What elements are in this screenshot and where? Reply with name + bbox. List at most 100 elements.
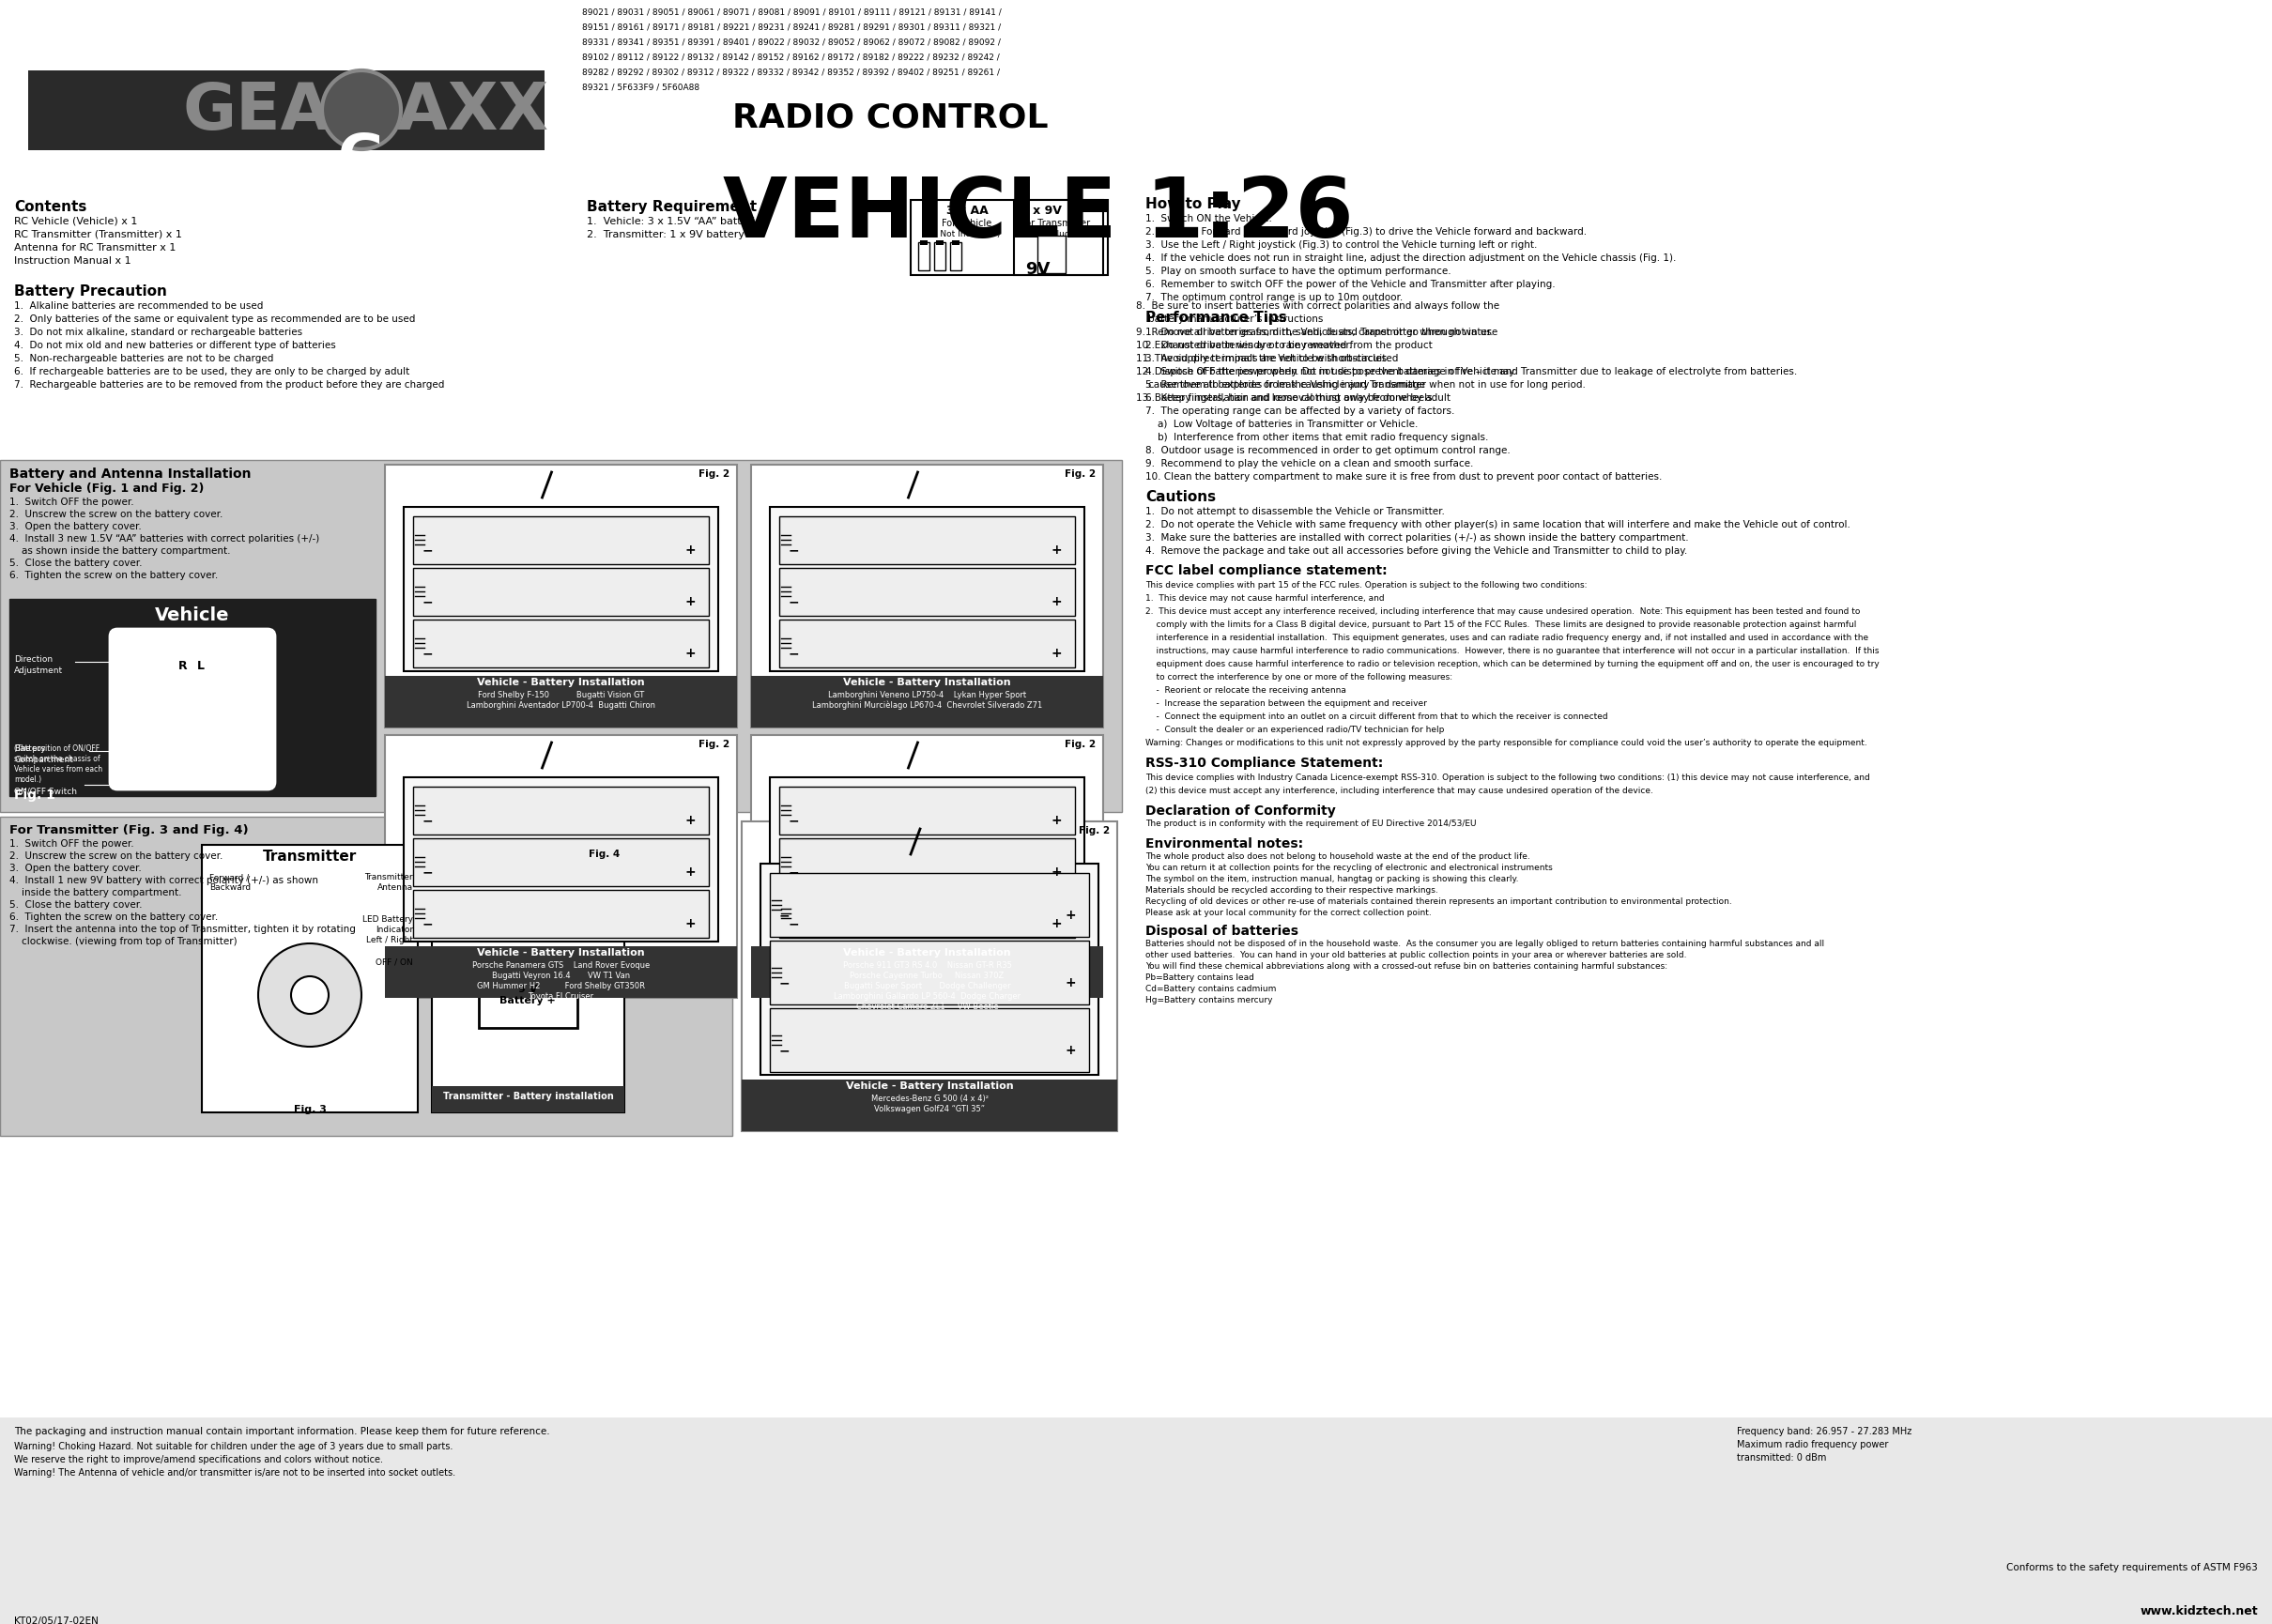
- Text: +: +: [684, 594, 695, 609]
- Text: Battery Requirement: Battery Requirement: [586, 200, 757, 214]
- Text: The whole product also does not belong to household waste at the end of the prod: The whole product also does not belong t…: [1145, 853, 1529, 861]
- Text: Contents: Contents: [14, 200, 86, 214]
- Text: Performance Tips: Performance Tips: [1145, 310, 1286, 325]
- Text: 2.  Use the Forward / Backward joystick (Fig.3) to drive the Vehicle forward and: 2. Use the Forward / Backward joystick (…: [1145, 227, 1586, 237]
- Text: +: +: [684, 918, 695, 931]
- Text: 1.  Switch ON the Vehicle.: 1. Switch ON the Vehicle.: [1145, 214, 1272, 224]
- Text: 89331 / 89341 / 89351 / 89391 / 89401 / 89022 / 89032 / 89052 / 89062 / 89072 / : 89331 / 89341 / 89351 / 89391 / 89401 / …: [582, 37, 1000, 45]
- Bar: [934, 242, 945, 270]
- Bar: [0, 0, 2272, 184]
- Bar: [752, 947, 1104, 997]
- Text: 1.  Switch OFF the power.: 1. Switch OFF the power.: [9, 497, 134, 507]
- Text: Environmental notes:: Environmental notes:: [1145, 838, 1304, 851]
- Bar: [741, 822, 1118, 1132]
- Text: LED Battery
Indicator
Left / Right: LED Battery Indicator Left / Right: [364, 916, 414, 945]
- Text: interference in a residential installation.  This equipment generates, uses and : interference in a residential installati…: [1145, 633, 1868, 641]
- Text: +: +: [684, 544, 695, 557]
- Text: 12. Dispose of batteries properly. Do not dispose the batteries in fire – it may: 12. Dispose of batteries properly. Do no…: [1136, 367, 1515, 377]
- Bar: [752, 736, 1104, 997]
- Text: 2.  Unscrew the screw on the battery cover.: 2. Unscrew the screw on the battery cove…: [9, 851, 223, 861]
- Text: RADIO CONTROL: RADIO CONTROL: [732, 101, 1047, 133]
- Text: −: −: [788, 814, 800, 827]
- Text: 1.  Switch OFF the power.: 1. Switch OFF the power.: [9, 840, 134, 849]
- Bar: [9, 599, 375, 796]
- Text: www.kidztech.net: www.kidztech.net: [2140, 1605, 2258, 1618]
- Text: Lamborghini Aventador LP700-4  Bugatti Chiron: Lamborghini Aventador LP700-4 Bugatti Ch…: [466, 702, 654, 710]
- Text: Forward /
Backward: Forward / Backward: [209, 874, 250, 892]
- Text: For Transmitter: For Transmitter: [1020, 219, 1091, 227]
- Text: Fig. 2: Fig. 2: [1066, 739, 1095, 749]
- Text: 7.  Insert the antenna into the top of Transmitter, tighten it by rotating: 7. Insert the antenna into the top of Tr…: [9, 924, 357, 934]
- Text: as shown inside the battery compartment.: as shown inside the battery compartment.: [9, 546, 229, 555]
- Text: −: −: [788, 594, 800, 609]
- Text: Antenna for RC Transmitter x 1: Antenna for RC Transmitter x 1: [14, 244, 175, 252]
- Text: 1.  Alkaline batteries are recommended to be used: 1. Alkaline batteries are recommended to…: [14, 302, 264, 310]
- Text: Conforms to the safety requirements of ASTM F963: Conforms to the safety requirements of A…: [2006, 1562, 2258, 1572]
- Text: We reserve the right to improve/amend specifications and colors without notice.: We reserve the right to improve/amend sp…: [14, 1455, 384, 1465]
- Bar: [479, 966, 577, 1028]
- Text: Fig. 1: Fig. 1: [14, 789, 55, 802]
- Circle shape: [323, 70, 400, 149]
- Text: This device complies with Industry Canada Licence-exempt RSS-310. Operation is s: This device complies with Industry Canad…: [1145, 773, 1870, 783]
- Bar: [414, 838, 709, 887]
- Text: 89321 / 5F633F9 / 5F60A88: 89321 / 5F633F9 / 5F60A88: [582, 83, 700, 91]
- Text: 5.  Remove all batteries from the Vehicle and Transmitter when not in use for lo: 5. Remove all batteries from the Vehicle…: [1145, 380, 1586, 390]
- Text: equipment does cause harmful interference to radio or television reception, whic: equipment does cause harmful interferenc…: [1145, 659, 1879, 669]
- Text: 2.  Do not operate the Vehicle with same frequency with other player(s) in same : 2. Do not operate the Vehicle with same …: [1145, 520, 1849, 529]
- Bar: [0, 1418, 2272, 1624]
- Bar: [920, 240, 927, 245]
- Bar: [779, 620, 1075, 667]
- Text: 8.  Be sure to insert batteries with correct polarities and always follow the: 8. Be sure to insert batteries with corr…: [1136, 302, 1500, 310]
- Text: 7.  The operating range can be affected by a variety of factors.: 7. The operating range can be affected b…: [1145, 406, 1454, 416]
- Text: Battery: Battery: [14, 744, 45, 754]
- Text: 2.  Unscrew the screw on the battery cover.: 2. Unscrew the screw on the battery cove…: [9, 510, 223, 520]
- Text: Instruction Manual x 1: Instruction Manual x 1: [14, 257, 132, 266]
- Bar: [770, 1009, 1088, 1072]
- FancyBboxPatch shape: [109, 628, 275, 789]
- Text: +: +: [1066, 976, 1075, 989]
- Text: 89151 / 89161 / 89171 / 89181 / 89221 / 89231 / 89241 / 89281 / 89291 / 89301 / : 89151 / 89161 / 89171 / 89181 / 89221 / …: [582, 23, 1002, 31]
- Text: 2.  Do not drive in windy or rainy weather.: 2. Do not drive in windy or rainy weathe…: [1145, 341, 1352, 351]
- Text: +: +: [1066, 909, 1075, 922]
- Text: Frequency band: 26.957 - 27.283 MHz: Frequency band: 26.957 - 27.283 MHz: [1736, 1427, 1911, 1436]
- Bar: [414, 568, 709, 615]
- Text: 3.  Open the battery cover.: 3. Open the battery cover.: [9, 521, 141, 531]
- Text: Vehicle - Battery Installation: Vehicle - Battery Installation: [477, 677, 645, 687]
- Text: 11. The supply terminals are not to be short-circuited: 11. The supply terminals are not to be s…: [1136, 354, 1397, 364]
- Text: Mercedes-Benz G 500 (4 x 4)²: Mercedes-Benz G 500 (4 x 4)²: [870, 1095, 988, 1103]
- Bar: [918, 242, 929, 270]
- Text: +: +: [1050, 814, 1061, 827]
- Bar: [0, 460, 1122, 812]
- Text: -  Consult the dealer or an experienced radio/TV technician for help: - Consult the dealer or an experienced r…: [1145, 726, 1445, 734]
- Text: You can return it at collection points for the recycling of electronic and elect: You can return it at collection points f…: [1145, 864, 1552, 872]
- Text: Vehicle - Battery Installation: Vehicle - Battery Installation: [845, 1082, 1013, 1091]
- Text: 4.  Install 1 new 9V battery with correct polarity (+/-) as shown: 4. Install 1 new 9V battery with correct…: [9, 875, 318, 885]
- Text: 4.  Switch OFF the power when not in use to prevent damage of Vehicle and Transm: 4. Switch OFF the power when not in use …: [1145, 367, 1797, 377]
- Bar: [779, 786, 1075, 835]
- Text: KT02/05/17-02EN: KT02/05/17-02EN: [14, 1616, 98, 1624]
- Text: 13. Battery installation and removal must only be done by adult: 13. Battery installation and removal mus…: [1136, 393, 1450, 403]
- Bar: [404, 507, 718, 671]
- Text: switch on the chassis of: switch on the chassis of: [14, 755, 100, 763]
- Text: 3.  Open the battery cover.: 3. Open the battery cover.: [9, 864, 141, 874]
- Text: How to Play: How to Play: [1145, 197, 1241, 211]
- Text: 89021 / 89031 / 89051 / 89061 / 89071 / 89081 / 89091 / 89101 / 89111 / 89121 / : 89021 / 89031 / 89051 / 89061 / 89071 / …: [582, 8, 1002, 16]
- Text: 4.  If the vehicle does not run in straight line, adjust the direction adjustmen: 4. If the vehicle does not run in straig…: [1145, 253, 1677, 263]
- Bar: [0, 817, 732, 1135]
- Text: Ford Shelby F-150           Bugatti Vision GT: Ford Shelby F-150 Bugatti Vision GT: [477, 690, 645, 700]
- Text: L: L: [198, 659, 204, 672]
- Text: other used batteries.  You can hand in your old batteries at public collection p: other used batteries. You can hand in yo…: [1145, 952, 1686, 960]
- Text: 4.  Install 3 new 1.5V “AA” batteries with correct polarities (+/-): 4. Install 3 new 1.5V “AA” batteries wit…: [9, 534, 320, 544]
- Text: −: −: [779, 909, 788, 922]
- Text: a)  Low Voltage of batteries in Transmitter or Vehicle.: a) Low Voltage of batteries in Transmitt…: [1145, 419, 1418, 429]
- Bar: [752, 676, 1104, 728]
- Text: 2.  Transmitter: 1 x 9V battery: 2. Transmitter: 1 x 9V battery: [586, 231, 745, 239]
- Text: RC Transmitter (Transmitter) x 1: RC Transmitter (Transmitter) x 1: [14, 231, 182, 239]
- Bar: [414, 890, 709, 937]
- Text: 6.  If rechargeable batteries are to be used, they are only to be charged by adu: 6. If rechargeable batteries are to be u…: [14, 367, 409, 377]
- Text: Cd=Battery contains cadmium: Cd=Battery contains cadmium: [1145, 984, 1277, 994]
- Text: +: +: [684, 866, 695, 879]
- Bar: [936, 240, 943, 245]
- Bar: [770, 874, 1088, 937]
- Text: This device complies with part 15 of the FCC rules. Operation is subject to the : This device complies with part 15 of the…: [1145, 581, 1588, 590]
